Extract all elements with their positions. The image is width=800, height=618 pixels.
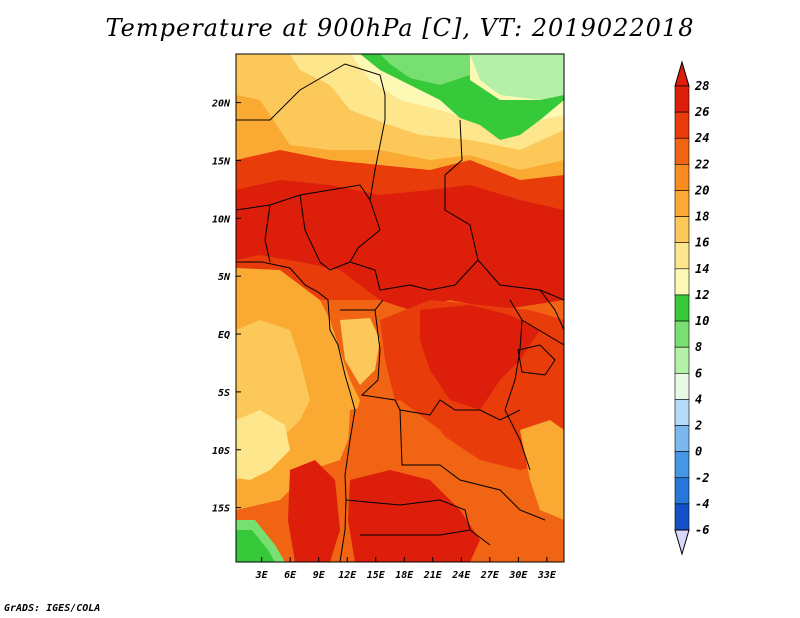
- x-tick-label: 33E: [537, 570, 557, 581]
- colorbar-label: 18: [695, 210, 709, 224]
- boundary-angola-zambia: [399, 409, 546, 521]
- field-north-green-mid: [380, 54, 470, 85]
- colorbar-label: 14: [695, 262, 709, 276]
- boundary-lake-victoria: [517, 344, 556, 376]
- y-tick-label: 10S: [212, 446, 230, 457]
- field-mozambique-22: [520, 420, 564, 520]
- colorbar-bin: [674, 372, 690, 400]
- x-tick-label: 27E: [480, 570, 500, 581]
- colorbar-bin: [674, 451, 690, 479]
- colorbar-label: 2: [694, 419, 702, 433]
- colorbar-label: 12: [695, 288, 709, 302]
- colorbar-label: 20: [694, 183, 709, 197]
- colorbar-bin: [674, 216, 690, 244]
- colorbar-over-triangle: [674, 60, 690, 87]
- colorbar-label: -4: [695, 497, 709, 511]
- field-east-28: [420, 305, 540, 410]
- colorbar-label: 28: [694, 79, 709, 93]
- colorbar-label: 10: [695, 314, 709, 328]
- colorbar-bin: [674, 137, 690, 165]
- field-angola-coast-18: [236, 410, 290, 480]
- colorbar-label: 8: [695, 340, 702, 354]
- y-tick-label: 15S: [212, 504, 230, 515]
- colorbar-bin: [674, 346, 690, 374]
- y-tick-label: 10N: [212, 214, 231, 225]
- boundary-egypt-sudan: [444, 119, 564, 301]
- y-tick-label: 5S: [218, 388, 230, 399]
- colorbar-label: 26: [694, 105, 709, 119]
- boundary-sahara-west: [236, 63, 386, 121]
- boundary-coastline: [236, 261, 356, 562]
- colorbar-label: -6: [695, 523, 709, 537]
- boundary-kenya: [521, 289, 564, 346]
- y-tick-label: EQ: [218, 330, 230, 341]
- colorbar-bin: [674, 425, 690, 452]
- colorbar-bin: [674, 111, 690, 139]
- field-central-28: [236, 180, 564, 310]
- colorbar-bin: [674, 320, 690, 348]
- colorbar-bin: [674, 477, 690, 505]
- x-tick-label: 12E: [338, 570, 357, 581]
- x-tick-label: 6E: [284, 570, 297, 581]
- colorbar-bin: [674, 294, 690, 322]
- y-axis: 20N 15N 10N 5N EQ 5S 10S 15S: [211, 99, 241, 515]
- boundary-nigeria-niger: [236, 184, 371, 271]
- boundary-namibia: [345, 499, 491, 546]
- colorbar-bin: [674, 242, 690, 270]
- boundary-libya-chad: [369, 95, 386, 231]
- colorbar-label: 22: [694, 157, 709, 171]
- country-boundaries: [236, 63, 564, 562]
- colorbar-label: 4: [695, 392, 702, 406]
- colorbar-bin: [674, 190, 690, 217]
- field-namibia-28: [288, 460, 340, 562]
- colorbar-bin: [674, 164, 690, 191]
- colorbar-bin: [674, 268, 690, 296]
- colorbar-bin: [674, 399, 690, 426]
- colorbar-label: -2: [695, 471, 709, 485]
- x-tick-label: 21E: [423, 570, 443, 581]
- colorbar-label: 0: [695, 445, 702, 459]
- field-south-28: [348, 470, 480, 562]
- colorbar-label: 6: [695, 366, 702, 380]
- field-north-green-light: [470, 54, 564, 100]
- boundary-chad-car: [349, 229, 479, 291]
- boundary-congo-drc: [360, 309, 521, 421]
- temperature-field: [236, 54, 564, 562]
- y-tick-label: 15N: [212, 156, 231, 167]
- colorbar-bin: [674, 503, 690, 531]
- field-gabon-20: [340, 318, 380, 385]
- plot-frame: [235, 53, 565, 563]
- x-tick-label: 15E: [367, 570, 386, 581]
- field-southwest-green: [236, 530, 275, 562]
- x-tick-label: 9E: [313, 570, 326, 581]
- x-tick-label: 18E: [395, 570, 414, 581]
- grads-credit: GrADS: IGES/COLA: [4, 603, 101, 614]
- colorbar-bin: [674, 85, 690, 113]
- colorbar-label: 24: [694, 131, 709, 145]
- x-axis: 3E 6E 9E 12E 15E 18E 21E 24E 27E 30E 33E: [255, 557, 557, 581]
- colorbar-label: 16: [695, 236, 709, 250]
- y-tick-label: 5N: [218, 272, 231, 283]
- x-tick-label: 24E: [451, 570, 471, 581]
- x-tick-label: 3E: [255, 570, 269, 581]
- x-tick-label: 30E: [508, 570, 528, 581]
- colorbar-under-triangle: [674, 529, 690, 556]
- chart-title: Temperature at 900hPa [C], VT: 201902201…: [105, 14, 695, 42]
- y-tick-label: 20N: [211, 99, 231, 110]
